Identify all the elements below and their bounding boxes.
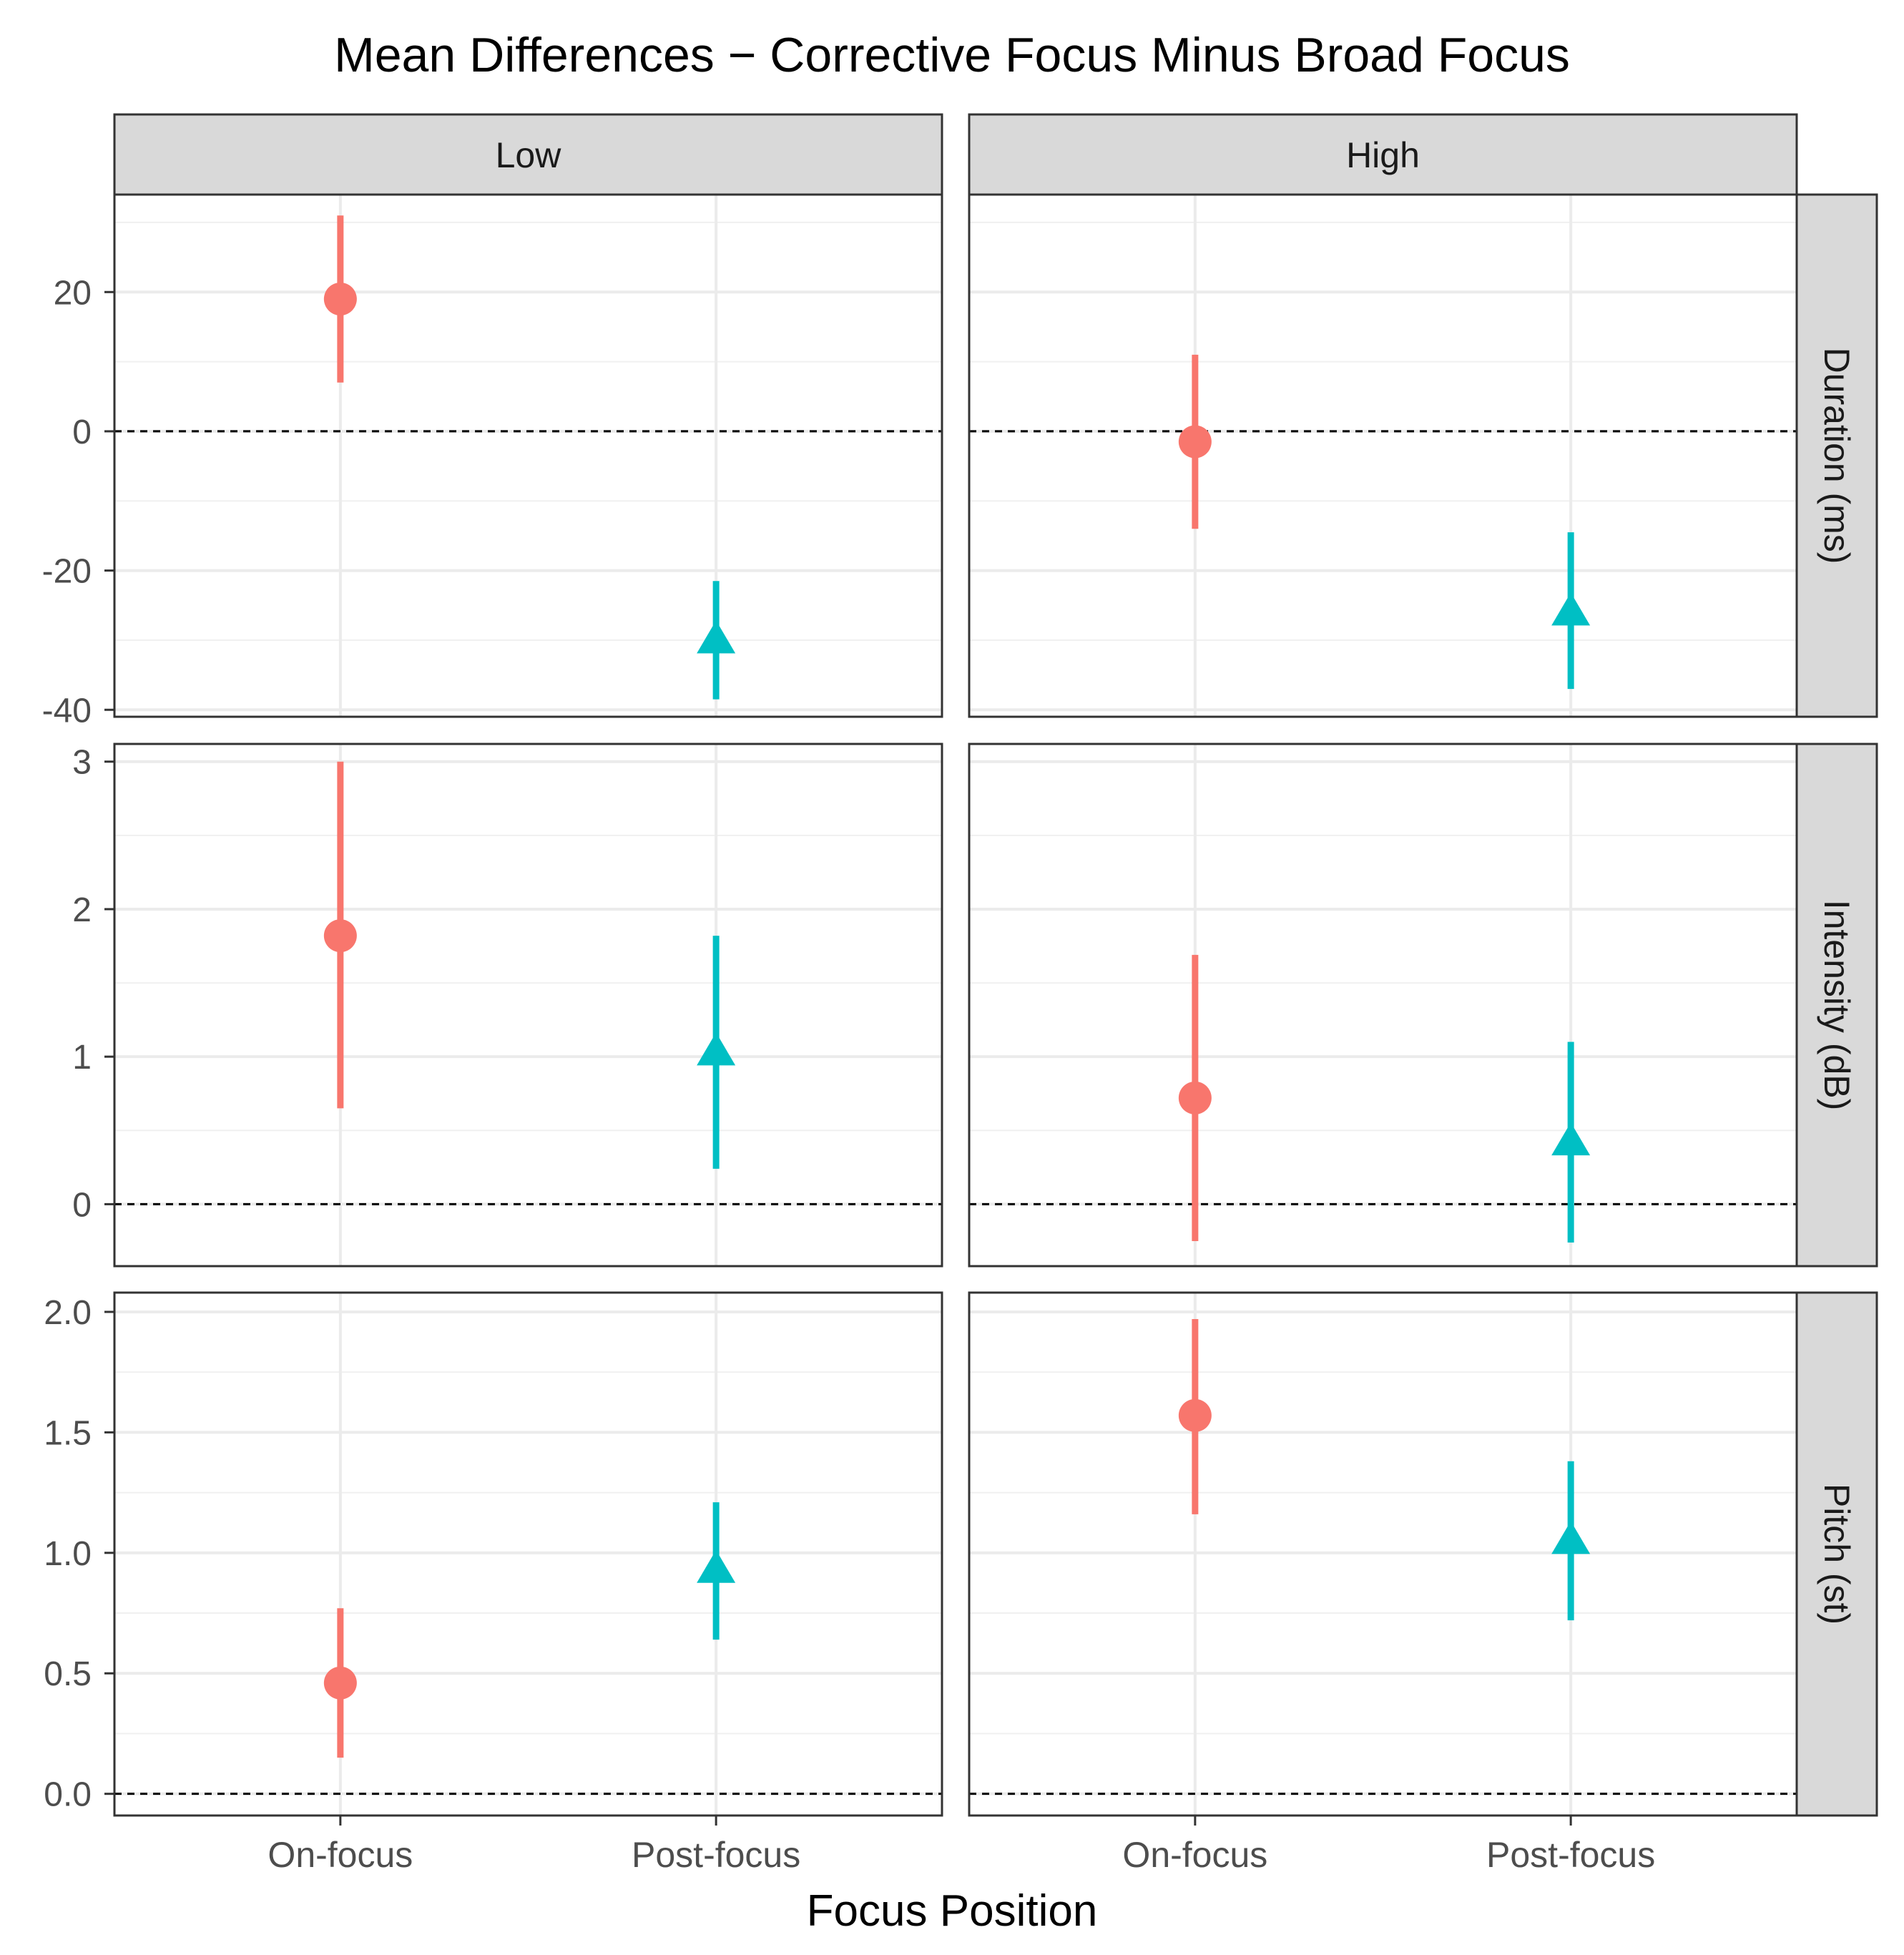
column-strip-high — [968, 113, 1798, 196]
point-on-focus — [323, 919, 357, 953]
row-strip-pitch-st — [1795, 1291, 1878, 1817]
y-tick-label: 1.0 — [44, 1535, 92, 1573]
x-tick-label: Post-focus — [1486, 1835, 1655, 1875]
panel-background — [114, 195, 942, 717]
point-on-focus — [323, 1666, 357, 1700]
point-post-focus — [697, 1032, 736, 1066]
panel-background — [969, 744, 1797, 1266]
panel-border — [968, 743, 1798, 1268]
x-tick-label: On-focus — [268, 1835, 413, 1875]
row-strip-label-intensity-db: Intensity (dB) — [1817, 900, 1857, 1111]
y-tick-label: 3 — [72, 744, 92, 782]
point-post-focus — [1551, 1521, 1591, 1554]
panel-border — [113, 1291, 943, 1817]
x-tick-label: On-focus — [1122, 1835, 1267, 1875]
point-on-focus — [323, 283, 357, 315]
point-post-focus — [1551, 592, 1591, 626]
panel-background — [969, 195, 1797, 717]
column-strip-label-high: High — [1346, 135, 1420, 175]
panel-border — [968, 193, 1798, 718]
point-post-focus — [1551, 1122, 1591, 1156]
row-strip-label-duration-ms: Duration (ms) — [1817, 348, 1857, 564]
y-tick-label: -20 — [42, 553, 92, 591]
panel-duration-ms-low — [113, 193, 943, 718]
row-strip-label-pitch-st: Pitch (st) — [1817, 1484, 1857, 1625]
chart-title: Mean Differences − Corrective Focus Minu… — [334, 28, 1570, 82]
y-tick-label: 2 — [72, 891, 92, 929]
y-tick-label: 0 — [72, 413, 92, 451]
panel-pitch-st-low — [113, 1291, 943, 1817]
point-on-focus — [1178, 1398, 1212, 1432]
row-facet-strips: Duration (ms) Intensity (dB) Pitch (st) — [1795, 193, 1878, 1817]
panel-pitch-st-high — [968, 1291, 1798, 1817]
panel-intensity-db-low — [113, 743, 943, 1268]
row-strip-intensity-db — [1795, 743, 1878, 1268]
y-tick-label: 1 — [72, 1039, 92, 1077]
y-axes: 20 0 -20 -40 3 2 1 0 2.0 1.5 1.0 0.5 0.0 — [42, 274, 114, 1814]
panel-background — [114, 744, 942, 1266]
y-tick-label: 0 — [72, 1186, 92, 1224]
point-post-focus — [697, 1549, 736, 1583]
column-strip-low — [113, 113, 943, 196]
row-strip-duration-ms — [1795, 193, 1878, 718]
x-axis: On-focus Post-focus On-focus Post-focus — [268, 1816, 1655, 1875]
y-tick-label: 0.0 — [44, 1776, 92, 1814]
y-tick-label: 0.5 — [44, 1655, 92, 1693]
x-axis-title: Focus Position — [807, 1886, 1098, 1936]
panel-border — [113, 193, 943, 718]
point-on-focus — [1178, 1081, 1212, 1114]
y-tick-label: 2.0 — [44, 1294, 92, 1332]
panel-border — [113, 743, 943, 1268]
panel-border — [968, 1291, 1798, 1817]
y-tick-label: 1.5 — [44, 1414, 92, 1452]
y-tick-label: 20 — [54, 274, 92, 312]
facet-panels — [113, 193, 1798, 1817]
panel-duration-ms-high — [968, 193, 1798, 718]
column-facet-strips: Low High — [113, 113, 1798, 196]
panel-intensity-db-high — [968, 743, 1798, 1268]
column-strip-label-low: Low — [496, 135, 562, 175]
y-tick-label: -40 — [42, 692, 92, 730]
point-on-focus — [1178, 425, 1212, 459]
point-post-focus — [697, 620, 736, 654]
x-tick-label: Post-focus — [632, 1835, 800, 1875]
